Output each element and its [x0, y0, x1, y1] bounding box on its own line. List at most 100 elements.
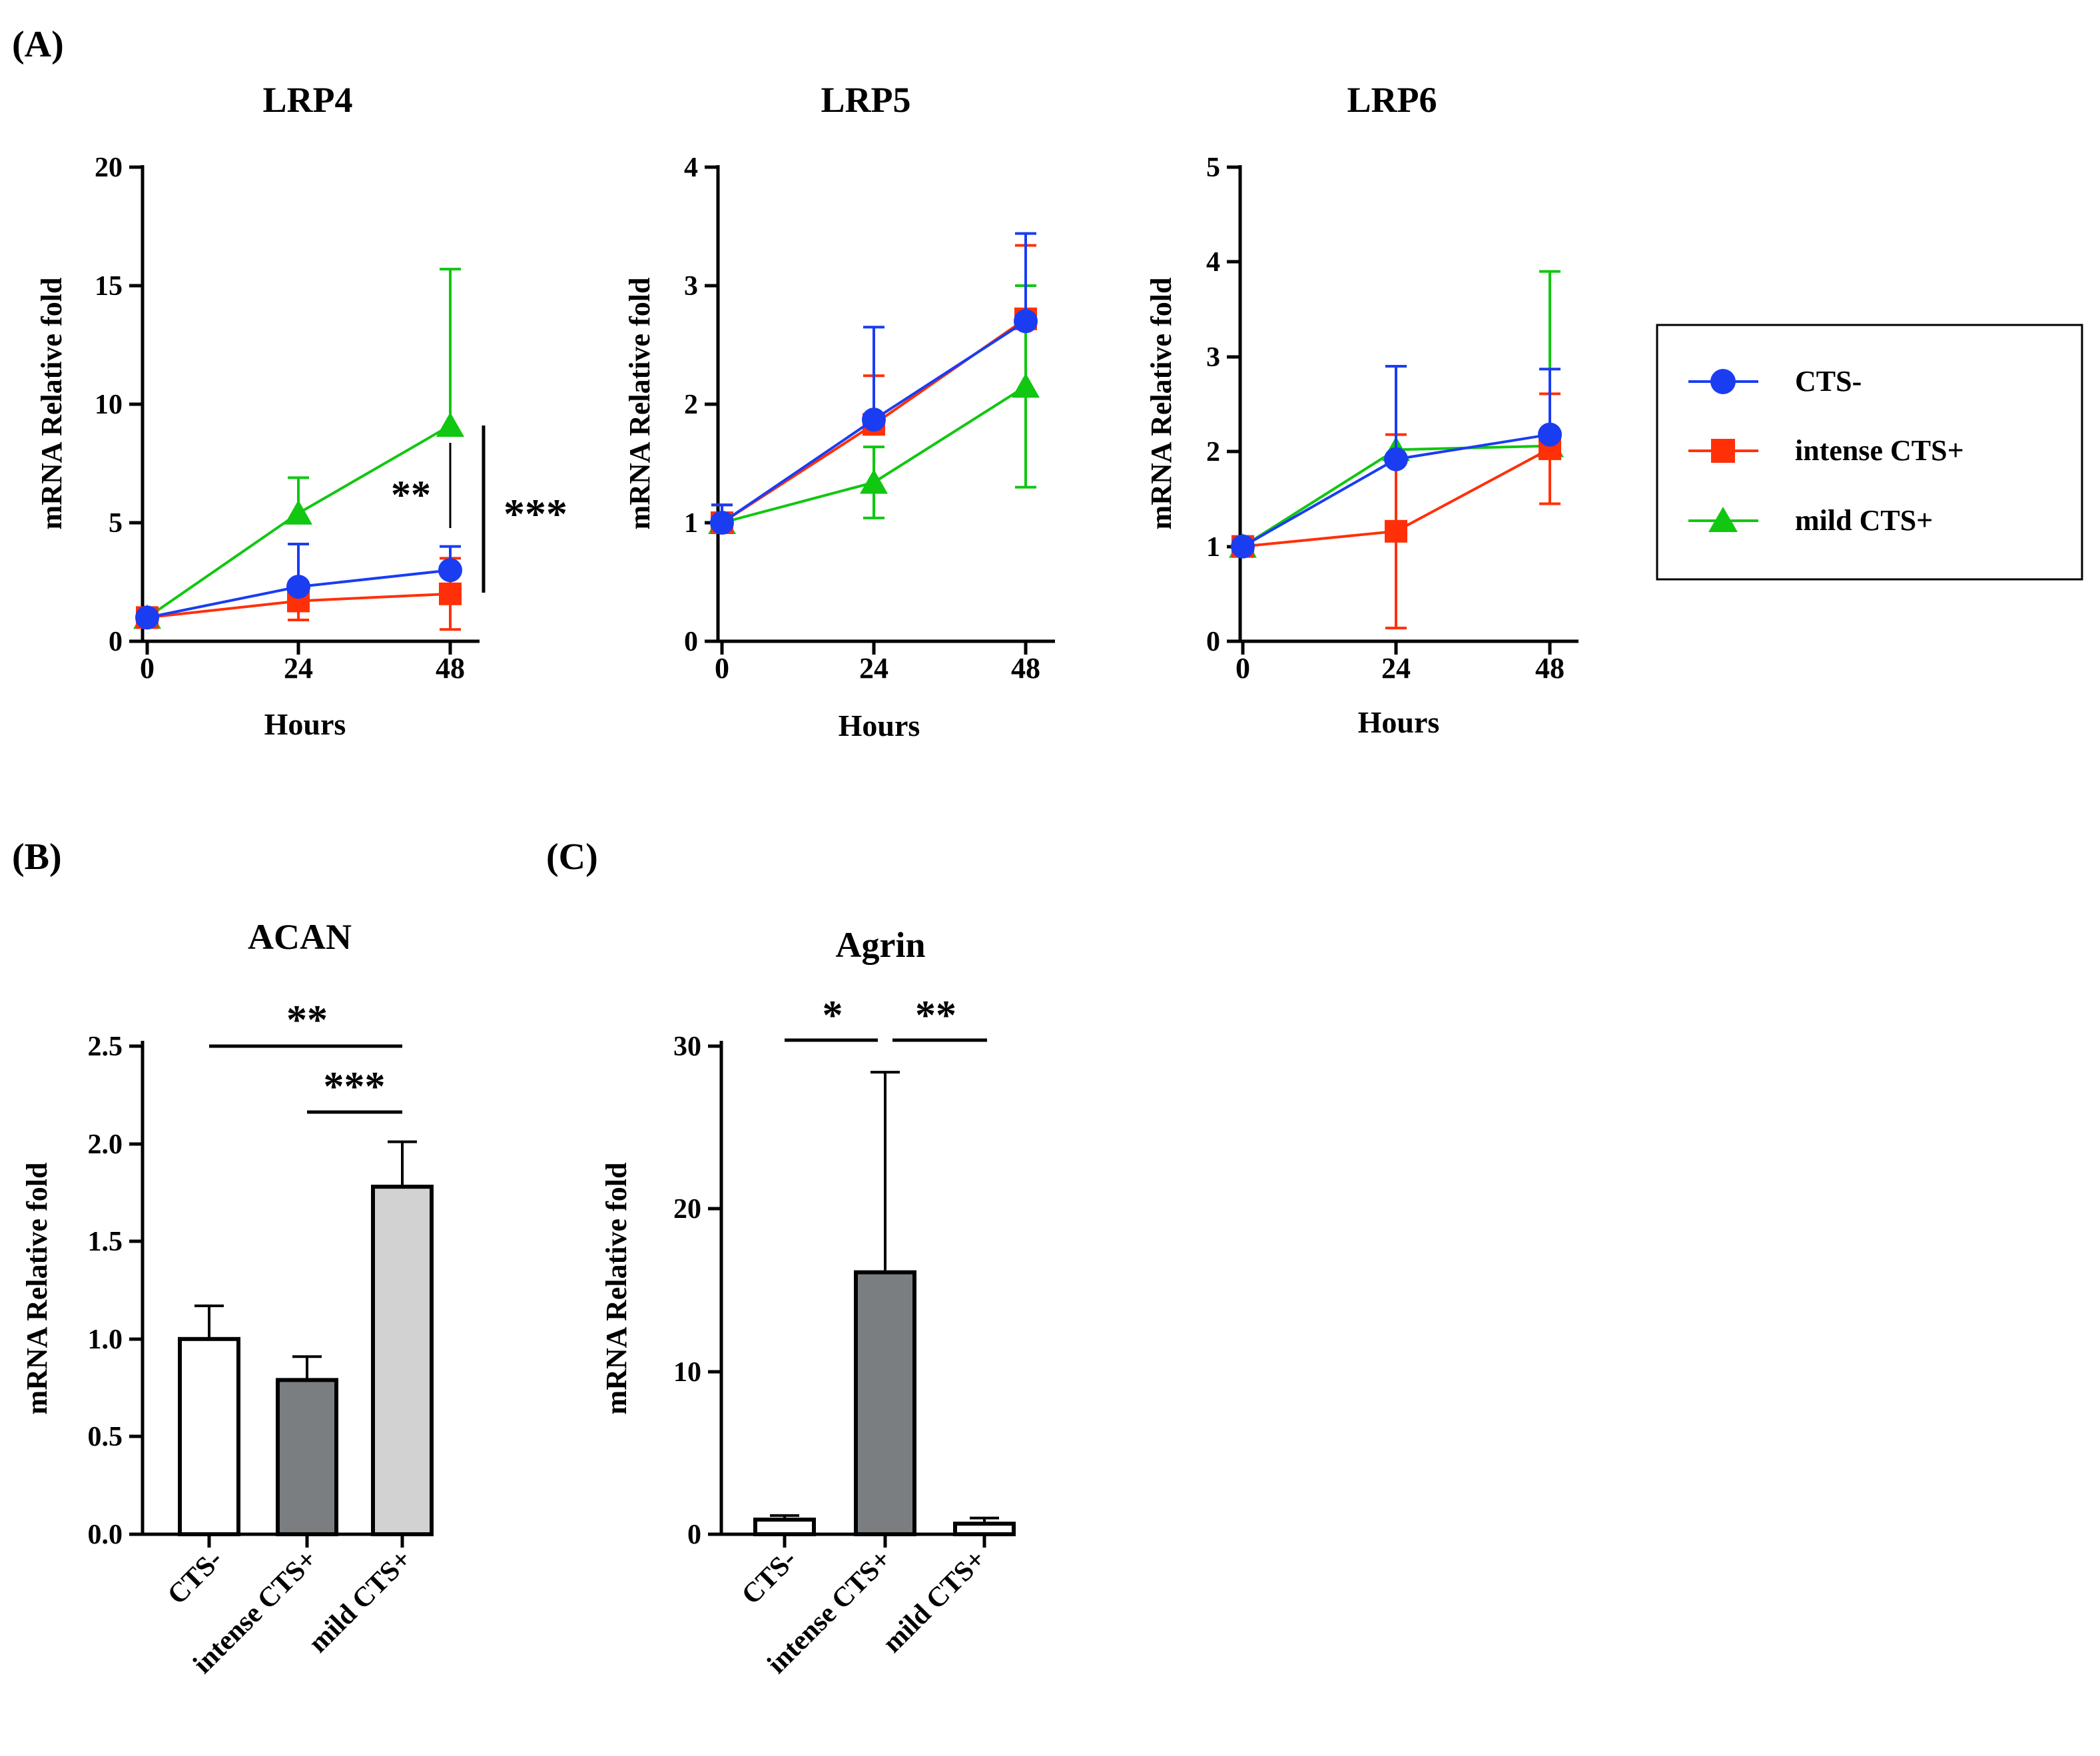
y-tick-label: 1.0 — [88, 1324, 123, 1355]
y-tick-label: 20 — [673, 1194, 701, 1225]
data-point — [1385, 519, 1407, 543]
x-axis-ticks-lrp6: 0 24 48 — [1235, 641, 1565, 685]
x-axis-label-lrp6: Hours — [1358, 705, 1440, 739]
y-axis-label-acan: mRNA Relative fold — [21, 1163, 53, 1415]
legend-item-cts-minus: CTS- — [1688, 365, 1862, 398]
data-point — [436, 412, 464, 438]
x-axis-label-lrp5: Hours — [839, 709, 920, 742]
bar — [371, 1185, 434, 1536]
chart-title-lrp5: LRP5 — [821, 80, 911, 120]
significance-marker: ** — [915, 993, 956, 1038]
y-tick-label: 1.5 — [88, 1227, 123, 1257]
plot-area-acan — [178, 1140, 434, 1548]
square-marker-icon — [1711, 439, 1735, 463]
y-tick-label: 3 — [684, 271, 698, 302]
y-axis-lrp5: 0 1 2 3 4 — [684, 152, 1055, 657]
significance-lrp4: ** *** — [391, 426, 567, 593]
significance-marker: *** — [504, 490, 567, 537]
chart-agrin: Agrin mRNA Relative fold 0 10 20 30 CTS-… — [600, 925, 1016, 1680]
legend-label: intense CTS+ — [1795, 434, 1964, 467]
panel-label-a: (A) — [12, 24, 64, 65]
legend-item-intense-cts-plus: intense CTS+ — [1688, 434, 1964, 467]
data-point — [1538, 422, 1562, 447]
significance-agrin: * ** — [785, 993, 987, 1042]
significance-acan: ** *** — [209, 998, 402, 1114]
chart-lrp6: LRP6 mRNA Relative fold 0 1 2 3 4 5 0 24… — [1145, 80, 1578, 739]
x-tick-label: 48 — [1011, 652, 1040, 685]
y-tick-label: 15 — [95, 271, 123, 302]
panel-label-b: (B) — [12, 836, 62, 878]
x-tick-label: 48 — [1535, 652, 1565, 685]
bar — [753, 1518, 816, 1537]
significance-marker: * — [823, 993, 843, 1038]
y-tick-label: 2.0 — [88, 1129, 123, 1160]
y-axis-lrp4: 0 5 10 15 20 — [95, 152, 480, 657]
legend-label: CTS- — [1795, 365, 1862, 398]
data-point — [284, 499, 312, 525]
data-point — [286, 575, 310, 599]
panel-label-c: (C) — [546, 836, 598, 878]
data-point — [860, 469, 888, 494]
chart-title-lrp4: LRP4 — [263, 80, 353, 120]
series-cts- — [710, 232, 1038, 535]
data-point — [135, 605, 159, 630]
triangle-marker-icon — [1708, 507, 1738, 532]
y-tick-label: 1 — [684, 508, 698, 539]
series-cts- — [135, 543, 462, 630]
circle-marker-icon — [1710, 369, 1736, 394]
plot-area-lrp6 — [1229, 270, 1564, 630]
bar — [854, 1270, 916, 1536]
x-axis-ticks-lrp4: 0 24 48 — [140, 641, 465, 685]
legend: CTS- intense CTS+ mild CTS+ — [1656, 324, 2083, 581]
y-tick-label: 0.0 — [88, 1520, 123, 1550]
x-tick-label: 24 — [1381, 652, 1411, 685]
category-labels-agrin: CTS- intense CTS+ mild CTS+ — [736, 1544, 992, 1680]
chart-title-agrin: Agrin — [836, 925, 926, 965]
data-point — [862, 408, 886, 432]
chart-title-lrp6: LRP6 — [1347, 80, 1437, 120]
series-cts- — [1231, 365, 1562, 559]
x-tick-label: CTS- — [736, 1544, 803, 1611]
x-tick-label: 0 — [140, 652, 155, 685]
y-tick-label: 2 — [684, 390, 698, 420]
data-point — [710, 511, 734, 535]
legend-item-mild-cts-plus: mild CTS+ — [1688, 504, 1933, 537]
y-tick-label: 10 — [673, 1357, 701, 1388]
y-axis-acan: 0.0 0.5 1.0 1.5 2.0 2.5 — [88, 1031, 433, 1550]
y-tick-label: 30 — [673, 1031, 701, 1062]
y-tick-label: 2.5 — [88, 1031, 123, 1062]
bar — [276, 1378, 338, 1537]
significance-marker: ** — [286, 998, 328, 1043]
data-point — [1012, 373, 1040, 398]
y-axis-label-agrin: mRNA Relative fold — [600, 1163, 633, 1415]
y-tick-label: 4 — [684, 152, 698, 183]
y-tick-label: 20 — [95, 152, 123, 183]
y-axis-label-lrp4: mRNA Relative fold — [35, 278, 68, 530]
y-tick-label: 0 — [1206, 627, 1220, 657]
y-axis-lrp6: 0 1 2 3 4 5 — [1206, 152, 1578, 657]
legend-label: mild CTS+ — [1795, 504, 1933, 537]
x-tick-label: 24 — [284, 652, 313, 685]
y-tick-label: 4 — [1206, 247, 1220, 278]
y-tick-label: 5 — [109, 508, 123, 539]
y-tick-label: 5 — [1206, 152, 1220, 183]
x-tick-label: 0 — [1235, 652, 1250, 685]
x-tick-label: mild CTS+ — [877, 1544, 992, 1659]
chart-lrp4: LRP4 mRNA Relative fold 0 5 10 15 20 0 2… — [35, 80, 567, 741]
significance-marker: ** — [391, 473, 431, 517]
chart-lrp5: LRP5 mRNA Relative fold 0 1 2 3 4 0 2 4 4… — [623, 80, 1055, 742]
y-axis-label-lrp5: mRNA Relative fold — [623, 278, 656, 530]
data-point — [1384, 447, 1408, 471]
significance-marker: *** — [324, 1064, 386, 1109]
data-point — [1014, 309, 1038, 334]
x-tick-label: CTS- — [162, 1544, 228, 1611]
data-point — [1231, 534, 1255, 559]
data-point — [439, 582, 462, 605]
bar — [953, 1522, 1016, 1537]
chart-acan: ACAN mRNA Relative fold 0.0 0.5 1.0 1.5 … — [21, 917, 434, 1679]
x-axis-label-lrp4: Hours — [264, 707, 346, 741]
x-tick-label: 0 — [715, 652, 729, 685]
chart-title-acan: ACAN — [248, 917, 352, 957]
y-tick-label: 0 — [109, 627, 123, 657]
